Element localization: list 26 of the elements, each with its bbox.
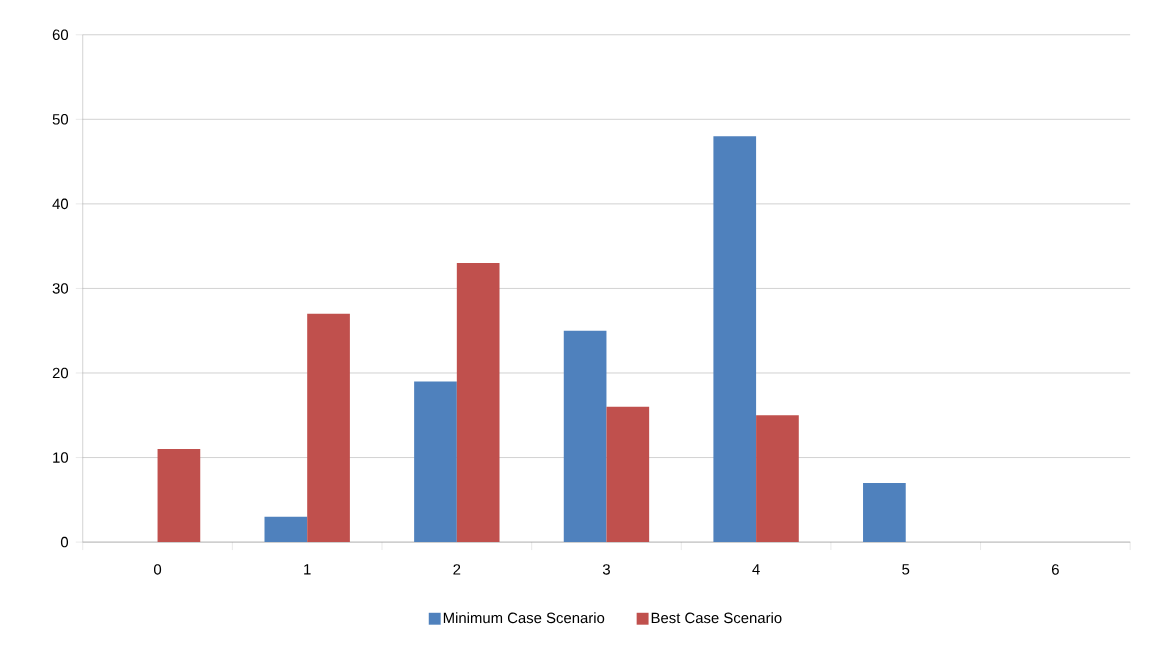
bar [713, 136, 757, 543]
bar [264, 516, 308, 543]
x-tick-label: 3 [602, 564, 610, 575]
legend-label: Minimum Case Scenario [443, 612, 605, 624]
y-tick-label: 50 [52, 113, 69, 125]
bar [307, 313, 350, 543]
bar [606, 406, 650, 543]
bar [863, 482, 906, 543]
bar [456, 262, 500, 543]
legend-label: Best Case Scenario [651, 612, 782, 624]
y-tick-label: 10 [53, 452, 69, 463]
x-tick-label: 4 [752, 564, 760, 575]
y-tick-label: 0 [60, 536, 69, 548]
x-tick-label: 5 [902, 564, 910, 575]
y-tick-label: 60 [52, 29, 69, 40]
x-tick-label: 1 [304, 564, 311, 575]
y-tick-label: 30 [52, 283, 69, 294]
bar [414, 381, 457, 543]
bar [563, 330, 607, 543]
bar [756, 415, 799, 543]
x-tick-label: 2 [453, 564, 461, 575]
bar [157, 449, 201, 543]
x-tick-label: 6 [1051, 564, 1059, 575]
x-tick-label: 0 [153, 564, 162, 575]
y-tick-label: 40 [52, 198, 69, 210]
y-tick-label: 20 [52, 367, 69, 379]
